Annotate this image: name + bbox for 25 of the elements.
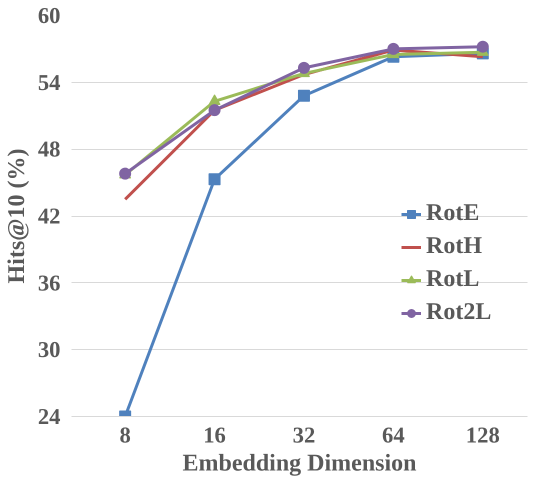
- legend-label: RotE: [426, 200, 480, 227]
- point: [476, 40, 489, 53]
- legend-label: Rot2L: [426, 299, 492, 326]
- y-tick-label: 36: [38, 270, 60, 296]
- point: [298, 90, 310, 102]
- point: [208, 94, 221, 105]
- y-tick-label: 30: [38, 337, 60, 362]
- x-tick-label: 8: [119, 422, 131, 448]
- legend-label: RotH: [426, 233, 482, 260]
- x-tick-label: 64: [382, 422, 405, 448]
- y-tick-label: 48: [38, 136, 60, 162]
- x-tick-label: 16: [203, 422, 226, 448]
- y-tick-label: 60: [38, 3, 60, 28]
- point: [208, 104, 221, 116]
- y-axis-title: Hits@10 (%): [4, 148, 30, 284]
- point: [387, 42, 400, 55]
- y-tick-label: 24: [38, 404, 60, 429]
- y-tick-label: 54: [38, 70, 60, 95]
- y-tick-label: 42: [38, 204, 60, 228]
- legend-label: RotL: [426, 266, 480, 293]
- x-axis-title: Embedding Dimension: [182, 450, 417, 476]
- x-tick-label: 128: [466, 422, 500, 448]
- x-tick-label: 32: [292, 422, 316, 448]
- point: [298, 62, 310, 74]
- point: [208, 173, 221, 186]
